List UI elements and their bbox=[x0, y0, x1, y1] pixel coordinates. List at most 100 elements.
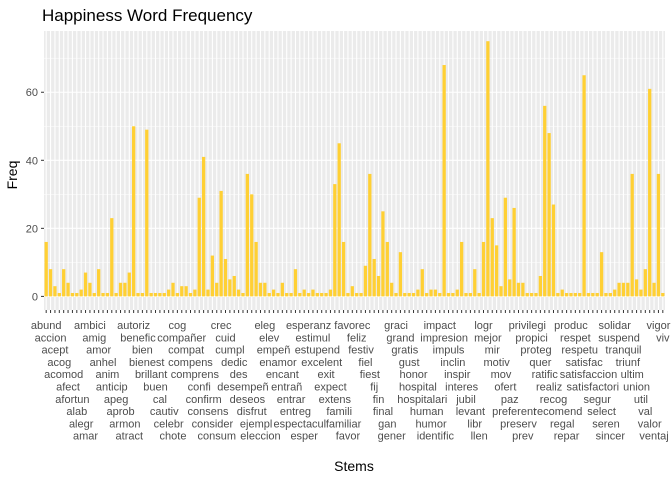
x-tick-label: amar bbox=[73, 431, 98, 443]
x-tick-label: mov bbox=[491, 369, 512, 381]
bar-recomend bbox=[556, 292, 560, 297]
bar-feliz bbox=[355, 292, 359, 297]
bar-humor bbox=[429, 289, 433, 297]
x-tick-label: autoriz bbox=[117, 320, 150, 332]
x-tick-label: fij bbox=[370, 382, 378, 394]
x-tick-label: alegr bbox=[69, 418, 94, 430]
x-tick-label: extens bbox=[319, 394, 352, 406]
bar-comprens bbox=[193, 289, 197, 297]
x-tick-label: alab bbox=[66, 406, 87, 418]
bar-cuid bbox=[223, 258, 228, 297]
bar-preferent bbox=[512, 207, 516, 297]
x-tick-label: ambici bbox=[74, 320, 106, 332]
bar-inclin bbox=[451, 292, 455, 297]
bar-esper bbox=[302, 289, 306, 297]
x-tick-label: eleccion bbox=[240, 431, 280, 443]
x-tick-label: humor bbox=[415, 418, 447, 430]
x-tick-label: amor bbox=[86, 345, 111, 357]
bar-fiel bbox=[363, 265, 368, 297]
plot-panel bbox=[44, 31, 665, 310]
x-tick-label: favorec bbox=[334, 320, 371, 332]
bar-satisfaccion bbox=[586, 292, 591, 297]
bar-jubil bbox=[464, 292, 468, 297]
bar-cog bbox=[175, 292, 180, 297]
x-tick-label: levant bbox=[456, 406, 485, 418]
x-tick-label: realiz bbox=[536, 382, 562, 394]
bar-confi bbox=[197, 197, 201, 297]
x-tick-label: desempeñ bbox=[217, 382, 268, 394]
x-tick-label: respet bbox=[560, 332, 591, 344]
x-tick-label: esper bbox=[290, 431, 318, 443]
bar-quer bbox=[538, 275, 543, 297]
bar-compañer bbox=[180, 286, 184, 297]
x-tick-label: des bbox=[230, 369, 248, 381]
x-tick-label: recog bbox=[540, 394, 568, 406]
bar-final bbox=[381, 211, 385, 297]
x-tick-label: triunf bbox=[616, 357, 641, 369]
x-tick-label: esperanz bbox=[286, 320, 331, 332]
x-tick-label: empeñ bbox=[257, 345, 291, 357]
x-tick-label: consum bbox=[197, 431, 236, 443]
x-tick-label: bien bbox=[132, 345, 153, 357]
x-tick-label: consider bbox=[192, 418, 234, 430]
bar-atract bbox=[127, 272, 131, 297]
x-tick-label: expect bbox=[314, 382, 346, 394]
x-tick-label: jubil bbox=[455, 394, 476, 406]
bar-ofert bbox=[503, 197, 508, 297]
x-tick-label: famili bbox=[326, 406, 352, 418]
bar-paz bbox=[508, 279, 512, 297]
x-tick-label: human bbox=[410, 406, 444, 418]
x-tick-label: select bbox=[587, 406, 616, 418]
bar-levant bbox=[468, 292, 473, 297]
bar-util bbox=[639, 289, 643, 297]
x-tick-label: hospital bbox=[399, 382, 437, 394]
bar-hospital bbox=[416, 289, 420, 297]
bar-preserv bbox=[516, 282, 521, 297]
bar-produc bbox=[569, 292, 573, 297]
x-tick-label: repar bbox=[554, 431, 580, 443]
bar-inspir bbox=[455, 289, 459, 297]
y-axis: 0 20 40 60 bbox=[26, 87, 44, 303]
x-tick-label: afect bbox=[56, 382, 80, 394]
x-tick-label: grand bbox=[386, 332, 414, 344]
x-tick-label: inclin bbox=[440, 357, 465, 369]
x-tick-label: honor bbox=[399, 369, 427, 381]
bar-compat bbox=[184, 286, 188, 297]
bar-logr bbox=[481, 241, 486, 297]
x-tick-label: dedic bbox=[221, 357, 248, 369]
x-tick-label: produc bbox=[554, 320, 588, 332]
x-tick-label: benefic bbox=[120, 332, 156, 344]
x-tick-label: afortun bbox=[55, 394, 89, 406]
x-tick-label: gener bbox=[378, 431, 406, 443]
bar-afortun bbox=[70, 292, 75, 297]
bar-libr bbox=[473, 269, 477, 297]
x-tick-label: vigor bbox=[647, 320, 671, 332]
bar-anim bbox=[105, 292, 110, 297]
x-tick-label: excelent bbox=[301, 357, 342, 369]
bar-excelent bbox=[320, 292, 324, 297]
x-tick-label: tranquil bbox=[605, 345, 641, 357]
bar-gener bbox=[390, 282, 394, 297]
bar-suspend bbox=[617, 282, 621, 297]
x-tick-label: util bbox=[634, 394, 648, 406]
bar-recog bbox=[551, 204, 556, 297]
bar-segur bbox=[595, 292, 599, 297]
x-tick-label: confi bbox=[188, 382, 211, 394]
bar-enamor bbox=[276, 292, 280, 297]
bar-tranquil bbox=[621, 282, 626, 297]
x-tick-label: paz bbox=[501, 394, 519, 406]
bar-seren bbox=[604, 292, 608, 297]
x-tick-label: confirm bbox=[186, 394, 222, 406]
bar-cal bbox=[158, 292, 162, 297]
x-tick-label: apeg bbox=[104, 394, 128, 406]
x-tick-label: suspend bbox=[598, 332, 640, 344]
x-tick-label: seren bbox=[592, 418, 620, 430]
x-tick-label: accion bbox=[35, 332, 67, 344]
bar-estimul bbox=[311, 289, 315, 297]
bar-interes bbox=[460, 241, 464, 297]
x-tick-label: favor bbox=[336, 431, 361, 443]
x-tick-label: final bbox=[373, 406, 393, 418]
bar-consens bbox=[206, 289, 210, 297]
bar-bienest bbox=[145, 129, 149, 297]
